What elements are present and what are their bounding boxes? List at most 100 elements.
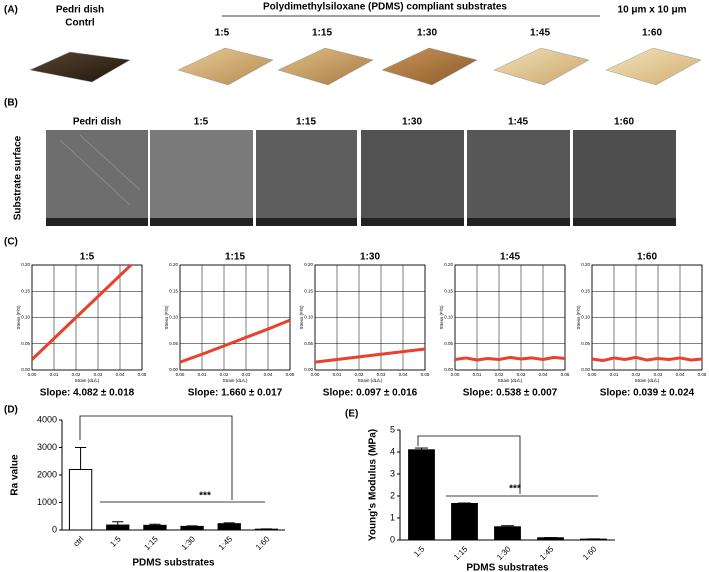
y-tick-label: 0.10 — [169, 315, 178, 320]
chart-title: 1:15 — [225, 252, 245, 263]
panel-label: (D) — [4, 405, 18, 416]
x-tick-label: 0.05 — [561, 372, 570, 377]
ratio-label: 1:60 — [642, 28, 662, 39]
x-tick-label: 0.05 — [138, 372, 147, 377]
y-tick-label: 0.15 — [169, 288, 178, 293]
x-tick-label: 0.05 — [286, 372, 295, 377]
panel-label: (B) — [4, 98, 18, 109]
slope-annotation: Slope: 4.082 ± 0.018 — [40, 388, 135, 399]
sem-images — [46, 130, 676, 226]
y-tick-label: 0.15 — [304, 288, 313, 293]
panel-header: Polydimethylsiloxane (PDMS) compliant su… — [263, 2, 507, 13]
x-tick-label: 1:5 — [412, 544, 427, 559]
slope-annotation: Slope: 0.097 ± 0.016 — [323, 388, 418, 399]
y-tick-label: 1000 — [37, 497, 57, 507]
bar — [451, 502, 478, 541]
significance-annotation: *** — [199, 491, 211, 502]
chart-title: 1:60 — [637, 252, 657, 263]
y-tick-label: 0.15 — [444, 288, 453, 293]
x-axis-title: Strain (dL/L) — [75, 378, 100, 383]
row-label: Substrate surface — [13, 135, 24, 220]
slope-annotation: Slope: 1.660 ± 0.017 — [188, 388, 283, 399]
y-tick-label: 0.00 — [21, 367, 30, 372]
column-label: 1:45 — [508, 117, 528, 128]
y-tick-label: 1 — [390, 512, 395, 522]
x-tick-label: 0.01 — [198, 372, 207, 377]
x-tick-label: 0.03 — [94, 372, 103, 377]
bar — [180, 525, 204, 531]
x-tick-label: 0.01 — [610, 372, 619, 377]
x-tick-label: 0.04 — [676, 372, 685, 377]
column-label: 1:15 — [296, 117, 316, 128]
y-tick-label: 5 — [390, 424, 395, 434]
y-tick-label: 0.00 — [304, 367, 313, 372]
x-tick-label: 0.00 — [28, 372, 37, 377]
x-tick-label: 1:30 — [180, 534, 198, 552]
y-tick-label: 0.15 — [581, 288, 590, 293]
x-tick-label: 0.00 — [588, 372, 597, 377]
x-axis-title: PDMS substrates — [466, 563, 549, 572]
ratio-label: 1:15 — [312, 28, 332, 39]
x-tick-label: 0.03 — [377, 372, 386, 377]
stress-strain-line — [179, 318, 291, 364]
x-tick-label: 0.05 — [698, 372, 707, 377]
x-tick-label: 0.00 — [176, 372, 185, 377]
x-tick-label: 0.04 — [116, 372, 125, 377]
y-tick-label: 0.10 — [21, 315, 30, 320]
stress-strain-line — [591, 355, 703, 363]
y-tick-label: 0 — [52, 524, 57, 534]
y-tick-label: 0.10 — [581, 315, 590, 320]
x-tick-label: 0.02 — [355, 372, 364, 377]
slope-annotation: Slope: 0.538 ± 0.007 — [463, 388, 558, 399]
x-tick-label: 1:15 — [142, 534, 160, 552]
x-tick-label: 0.03 — [517, 372, 526, 377]
bar — [254, 528, 279, 531]
x-tick-label: 1:45 — [217, 534, 235, 552]
y-tick-label: 0.00 — [444, 367, 453, 372]
surface-images — [29, 47, 702, 86]
y-tick-label: 0.20 — [444, 262, 453, 267]
y-tick-label: 0.05 — [581, 341, 590, 346]
significance-annotation: *** — [509, 484, 521, 495]
x-tick-label: ctrl — [72, 534, 86, 548]
y-tick-label: 0.05 — [444, 341, 453, 346]
bar — [106, 524, 130, 531]
x-tick-label: 1:60 — [581, 544, 599, 562]
chart-title: 1:5 — [80, 252, 95, 263]
x-tick-label: 0.02 — [72, 372, 81, 377]
y-axis-title: Young's Modulus (MPa) — [368, 429, 379, 541]
y-tick-label: 0.15 — [21, 288, 30, 293]
control-label: Pedri dish — [56, 5, 104, 16]
y-tick-label: 0.20 — [169, 262, 178, 267]
x-tick-label: 0.01 — [333, 372, 342, 377]
x-axis-title: Strain (dL/L) — [223, 378, 248, 383]
chart-title: 1:45 — [500, 252, 520, 263]
bar — [217, 523, 241, 531]
x-tick-label: 1:15 — [452, 544, 470, 562]
significance-bracket — [79, 415, 598, 503]
x-tick-label: 0.01 — [50, 372, 59, 377]
x-tick-label: 1:45 — [538, 544, 556, 562]
y-tick-label: 0.05 — [304, 341, 313, 346]
y-tick-label: 0.10 — [304, 315, 313, 320]
stress-strain-line — [454, 355, 566, 362]
x-tick-label: 1:5 — [108, 534, 123, 549]
panel-label: (A) — [4, 5, 18, 16]
x-tick-label: 0.05 — [421, 372, 430, 377]
x-tick-label: 1:30 — [495, 544, 513, 562]
column-label: 1:5 — [194, 117, 209, 128]
x-tick-label: 0.04 — [399, 372, 408, 377]
y-tick-label: 0.20 — [581, 262, 590, 267]
column-label: Pedri dish — [73, 117, 121, 128]
x-tick-label: 0.02 — [495, 372, 504, 377]
x-tick-label: 0.00 — [451, 372, 460, 377]
bar — [494, 526, 521, 541]
y-tick-label: 4 — [390, 446, 395, 456]
slope-annotation: Slope: 0.039 ± 0.024 — [600, 388, 695, 399]
y-tick-label: 0 — [390, 534, 395, 544]
x-tick-label: 1:60 — [254, 534, 272, 552]
stress-strain-line — [314, 347, 426, 364]
x-axis-title: Strain (dL/L) — [498, 378, 523, 383]
y-tick-label: 2 — [390, 490, 395, 500]
y-axis-title: Stress (F/S) — [16, 305, 21, 330]
